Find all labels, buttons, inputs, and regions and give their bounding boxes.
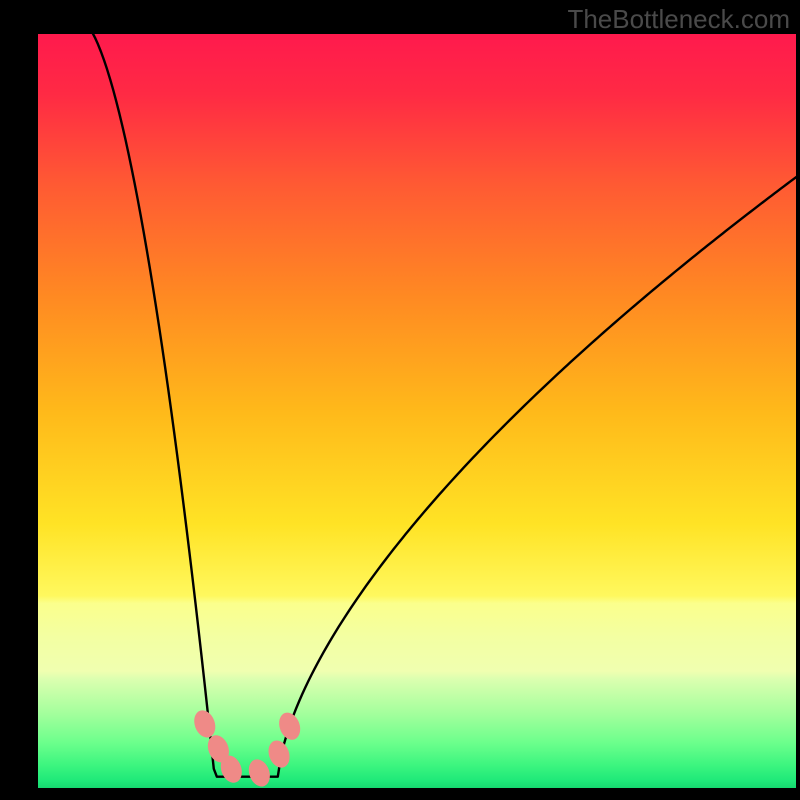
plot-area [38, 34, 796, 788]
plot-svg [38, 34, 796, 788]
watermark-text: TheBottleneck.com [567, 4, 790, 35]
bottleneck-curve [80, 34, 796, 777]
bottleneck-marker [265, 737, 293, 770]
bottleneck-marker [275, 710, 303, 743]
bottleneck-marker [245, 756, 273, 788]
